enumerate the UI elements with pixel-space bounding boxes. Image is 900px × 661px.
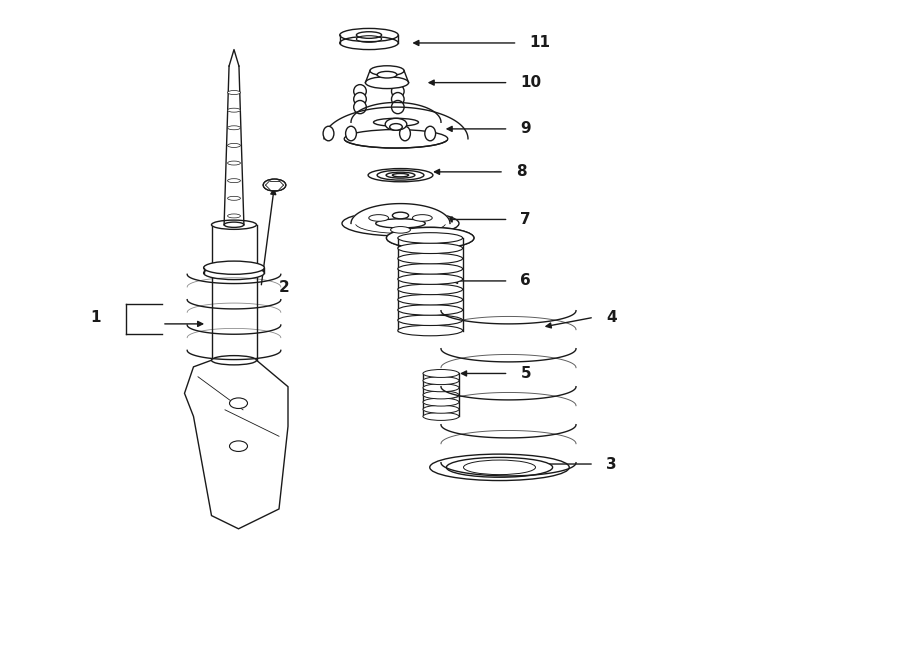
Ellipse shape (368, 169, 433, 182)
Ellipse shape (230, 398, 248, 408)
Ellipse shape (398, 315, 463, 325)
Ellipse shape (423, 369, 459, 377)
Ellipse shape (398, 243, 463, 254)
Polygon shape (184, 360, 288, 529)
Ellipse shape (398, 253, 463, 264)
Ellipse shape (354, 93, 366, 106)
Ellipse shape (398, 233, 463, 243)
Ellipse shape (392, 93, 404, 106)
Ellipse shape (398, 305, 463, 315)
Text: 1: 1 (90, 310, 101, 325)
Ellipse shape (263, 179, 286, 191)
Ellipse shape (228, 108, 240, 112)
Bar (398, 238, 463, 330)
Ellipse shape (392, 85, 404, 98)
Ellipse shape (224, 222, 244, 227)
Ellipse shape (423, 377, 459, 385)
Ellipse shape (423, 405, 459, 413)
Ellipse shape (212, 356, 256, 365)
Ellipse shape (374, 118, 419, 126)
Ellipse shape (425, 126, 436, 141)
Ellipse shape (228, 126, 240, 130)
Ellipse shape (377, 171, 424, 180)
Ellipse shape (398, 325, 463, 336)
Ellipse shape (203, 266, 265, 280)
Ellipse shape (228, 91, 240, 95)
Text: 10: 10 (520, 75, 542, 90)
Ellipse shape (398, 284, 463, 295)
Ellipse shape (354, 85, 366, 98)
Ellipse shape (370, 66, 404, 76)
Ellipse shape (446, 457, 553, 477)
Ellipse shape (398, 294, 463, 305)
Ellipse shape (398, 264, 463, 274)
Ellipse shape (392, 212, 409, 219)
Ellipse shape (391, 227, 410, 233)
Ellipse shape (340, 36, 398, 50)
Ellipse shape (228, 214, 240, 218)
Ellipse shape (203, 261, 265, 274)
Text: 9: 9 (520, 122, 531, 136)
Ellipse shape (228, 161, 240, 165)
Ellipse shape (212, 220, 256, 229)
Ellipse shape (323, 126, 334, 141)
Ellipse shape (228, 196, 240, 200)
Ellipse shape (423, 412, 459, 420)
Ellipse shape (423, 384, 459, 392)
Ellipse shape (356, 32, 382, 38)
Text: 5: 5 (520, 366, 531, 381)
Polygon shape (351, 204, 450, 223)
Ellipse shape (400, 126, 410, 141)
Ellipse shape (430, 454, 569, 481)
Ellipse shape (386, 227, 474, 249)
Ellipse shape (412, 215, 432, 221)
Ellipse shape (354, 100, 366, 114)
Ellipse shape (398, 274, 463, 284)
Ellipse shape (386, 227, 474, 249)
Text: 2: 2 (279, 280, 290, 295)
Text: 4: 4 (606, 310, 616, 325)
Ellipse shape (377, 71, 397, 78)
Ellipse shape (346, 126, 356, 141)
Ellipse shape (263, 179, 286, 191)
Bar (212, 225, 256, 360)
Text: 11: 11 (529, 36, 551, 50)
Ellipse shape (342, 211, 459, 236)
Ellipse shape (386, 173, 415, 178)
Polygon shape (324, 107, 468, 139)
Text: 8: 8 (516, 165, 526, 179)
Ellipse shape (392, 174, 409, 177)
Polygon shape (224, 66, 244, 225)
Ellipse shape (423, 391, 459, 399)
Ellipse shape (230, 441, 248, 451)
Ellipse shape (228, 143, 240, 147)
Ellipse shape (369, 215, 389, 221)
Text: 7: 7 (520, 212, 531, 227)
Ellipse shape (392, 100, 404, 114)
Ellipse shape (365, 77, 409, 89)
Text: 3: 3 (606, 457, 616, 471)
Bar (423, 373, 459, 416)
Ellipse shape (344, 130, 448, 148)
Ellipse shape (385, 118, 407, 130)
Ellipse shape (423, 398, 459, 406)
Ellipse shape (390, 124, 402, 130)
Text: 6: 6 (520, 274, 531, 288)
Ellipse shape (228, 178, 240, 182)
